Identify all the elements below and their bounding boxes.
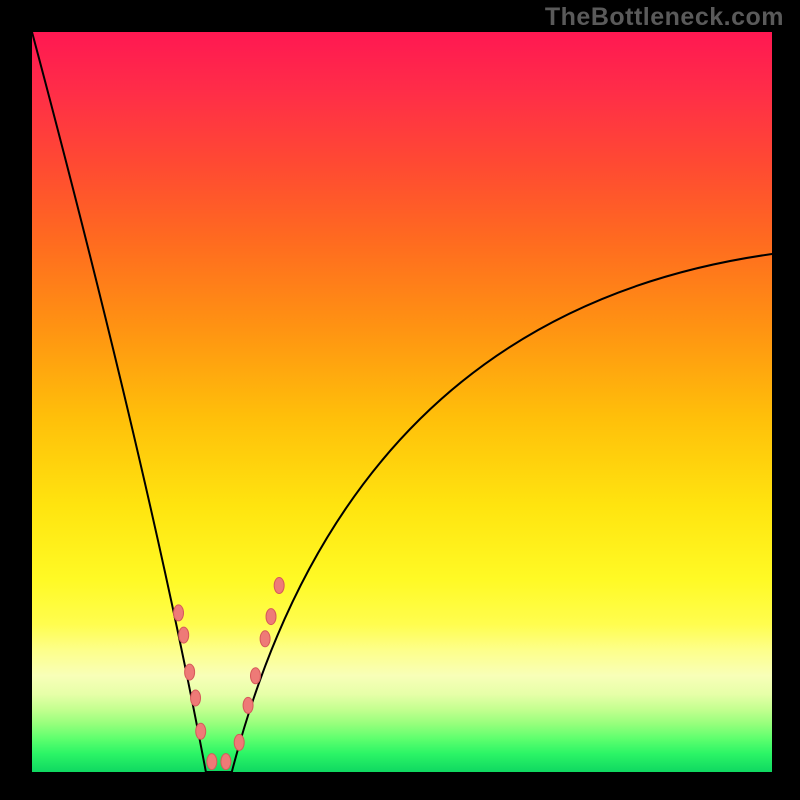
marker-point [243,697,253,713]
marker-point [250,668,260,684]
marker-point [207,754,217,770]
marker-point [196,723,206,739]
plot-area [32,32,772,772]
marker-point [185,664,195,680]
marker-point [266,609,276,625]
marker-point [234,734,244,750]
curve-right-branch [232,254,772,772]
marker-point [274,578,284,594]
marker-point [221,754,231,770]
marker-point [174,605,184,621]
marker-point [260,631,270,647]
markers-group [174,578,285,770]
watermark-text: TheBottleneck.com [545,3,784,32]
curve-left-branch [32,32,206,772]
marker-point [191,690,201,706]
overlay-svg [32,32,772,772]
marker-point [179,627,189,643]
chart-stage: TheBottleneck.com [0,0,800,800]
